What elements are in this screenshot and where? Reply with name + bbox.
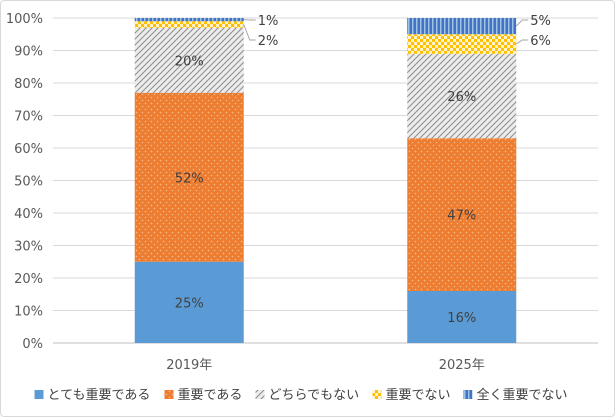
y-tick-label: 80% <box>14 77 43 92</box>
legend-label: 重要でない <box>386 387 451 403</box>
y-tick-label: 20% <box>14 272 43 287</box>
legend-swatch <box>164 390 174 399</box>
y-tick-label: 0% <box>22 337 43 352</box>
callout-label: 6% <box>530 34 551 49</box>
bar-segment <box>407 291 517 343</box>
bar-segment <box>134 27 244 93</box>
y-tick-label: 50% <box>14 175 43 190</box>
bar-segment <box>134 261 244 343</box>
callout-leader <box>243 24 256 41</box>
x-tick-label: 2025年 <box>439 358 485 373</box>
bar-segment <box>407 53 517 139</box>
legend-swatch <box>255 390 265 399</box>
legend-label: 重要である <box>178 387 243 403</box>
callout-label: 2% <box>258 34 279 49</box>
legend-swatch <box>34 390 44 399</box>
x-tick-label: 2019年 <box>166 358 212 373</box>
callout-label: 5% <box>530 14 551 29</box>
y-tick-label: 70% <box>14 110 43 125</box>
data-label: 52% <box>175 171 204 186</box>
legend-label: どちらでもない <box>269 388 360 403</box>
legend-label: とても重要である <box>48 387 151 403</box>
x-axis: 2019年 2025年 <box>166 358 485 373</box>
callout-leader <box>515 19 529 27</box>
y-tick-label: 30% <box>14 240 43 255</box>
bar-segment <box>407 18 517 35</box>
callout-leader <box>515 39 529 45</box>
legend: とても重要である 重要である どちらでもない 重要でない 全く重要でない <box>34 387 568 403</box>
y-axis: 0% 10% 20% 30% 40% 50% 60% 70% 80% 90% 100% <box>6 12 43 352</box>
data-label: 20% <box>175 54 204 69</box>
y-tick-label: 10% <box>14 305 43 320</box>
callout-label: 1% <box>258 14 279 29</box>
legend-swatch <box>372 390 382 399</box>
data-label: 26% <box>447 90 476 105</box>
bar-segment <box>134 21 244 28</box>
bar-segment <box>134 18 244 22</box>
bars <box>134 18 517 343</box>
y-tick-label: 60% <box>14 142 43 157</box>
y-tick-label: 40% <box>14 207 43 222</box>
bar-segment <box>407 138 517 291</box>
legend-swatch <box>463 390 473 399</box>
data-label: 47% <box>447 209 476 224</box>
y-tick-label: 100% <box>6 12 43 27</box>
y-tick-label: 90% <box>14 45 43 60</box>
data-label: 25% <box>175 296 204 311</box>
bar-segment <box>134 92 244 262</box>
bar-segment <box>407 34 517 54</box>
data-labels: 25% 52% 20% 1% 2% 16% 47% 26% 5% 6% <box>175 14 551 326</box>
data-label: 16% <box>447 311 476 326</box>
legend-label: 全く重要でない <box>477 387 568 403</box>
